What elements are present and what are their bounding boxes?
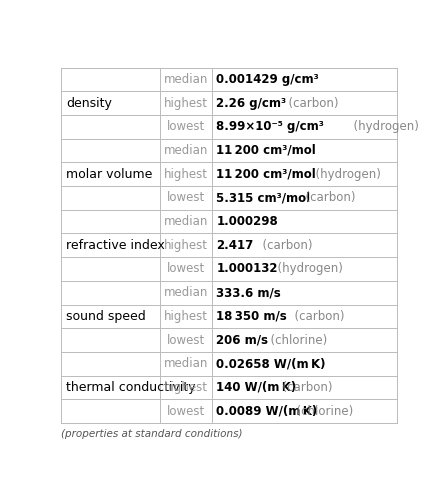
- Text: 206 m/s: 206 m/s: [216, 333, 269, 346]
- Text: 1.000298: 1.000298: [216, 215, 278, 228]
- Text: molar volume: molar volume: [66, 168, 152, 181]
- Text: 11 200 cm³/mol: 11 200 cm³/mol: [216, 144, 316, 157]
- Text: 0.02658 W/(m K): 0.02658 W/(m K): [216, 357, 326, 370]
- Text: 140 W/(m K): 140 W/(m K): [216, 381, 297, 394]
- Text: highest: highest: [164, 239, 208, 252]
- Text: highest: highest: [164, 310, 208, 323]
- Text: (carbon): (carbon): [281, 97, 338, 110]
- Text: lowest: lowest: [167, 120, 205, 133]
- Text: lowest: lowest: [167, 333, 205, 346]
- Text: 0.0089 W/(m K): 0.0089 W/(m K): [216, 405, 318, 418]
- Text: 333.6 m/s: 333.6 m/s: [216, 286, 281, 299]
- Text: 8.99×10⁻⁵ g/cm³: 8.99×10⁻⁵ g/cm³: [216, 120, 325, 133]
- Text: highest: highest: [164, 381, 208, 394]
- Text: (hydrogen): (hydrogen): [346, 120, 419, 133]
- Text: (carbon): (carbon): [287, 310, 345, 323]
- Text: median: median: [164, 215, 208, 228]
- Text: 0.001429 g/cm³: 0.001429 g/cm³: [216, 73, 319, 86]
- Text: sound speed: sound speed: [66, 310, 146, 323]
- Text: 18 350 m/s: 18 350 m/s: [216, 310, 287, 323]
- Text: median: median: [164, 144, 208, 157]
- Text: (carbon): (carbon): [254, 239, 312, 252]
- Text: 5.315 cm³/mol: 5.315 cm³/mol: [216, 192, 311, 205]
- Text: (carbon): (carbon): [275, 381, 333, 394]
- Text: thermal conductivity: thermal conductivity: [66, 381, 196, 394]
- Text: 2.417: 2.417: [216, 239, 254, 252]
- Text: median: median: [164, 73, 208, 86]
- Text: lowest: lowest: [167, 262, 205, 275]
- Text: lowest: lowest: [167, 192, 205, 205]
- Text: (chlorine): (chlorine): [263, 333, 328, 346]
- Text: (chlorine): (chlorine): [289, 405, 354, 418]
- Text: (hydrogen): (hydrogen): [308, 168, 381, 181]
- Text: (hydrogen): (hydrogen): [270, 262, 343, 275]
- Text: median: median: [164, 286, 208, 299]
- Text: (properties at standard conditions): (properties at standard conditions): [61, 429, 243, 439]
- Text: 1.000132: 1.000132: [216, 262, 278, 275]
- Text: lowest: lowest: [167, 405, 205, 418]
- Text: highest: highest: [164, 97, 208, 110]
- Text: density: density: [66, 97, 112, 110]
- Text: median: median: [164, 357, 208, 370]
- Text: refractive index: refractive index: [66, 239, 165, 252]
- Text: (carbon): (carbon): [298, 192, 355, 205]
- Text: highest: highest: [164, 168, 208, 181]
- Text: 11 200 cm³/mol: 11 200 cm³/mol: [216, 168, 316, 181]
- Text: 2.26 g/cm³: 2.26 g/cm³: [216, 97, 287, 110]
